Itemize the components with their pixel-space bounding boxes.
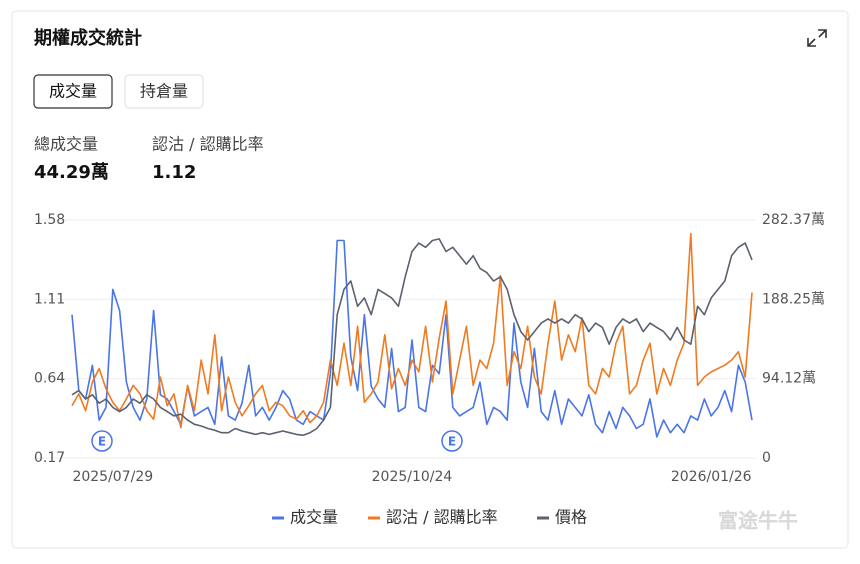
event-label: E — [98, 435, 106, 449]
expand-icon[interactable] — [807, 29, 827, 47]
y2-tick-label: 94.12萬 — [762, 371, 816, 387]
tab-active[interactable] — [33, 74, 113, 109]
stat-label: 總成交量 — [34, 135, 98, 154]
stat-label: 認沽 / 認購比率 — [152, 135, 264, 154]
stat-value: 1.12 — [152, 162, 196, 183]
y-tick-label: 1.58 — [34, 212, 65, 228]
y-tick-label: 1.11 — [34, 291, 65, 307]
x-tick-label: 2025/07/29 — [72, 469, 153, 485]
legend-label: 認沽 / 認購比率 — [386, 508, 498, 527]
legend-label: 價格 — [555, 508, 587, 527]
y2-tick-label: 282.37萬 — [762, 212, 825, 228]
legend-label: 成交量 — [290, 508, 338, 527]
event-marker — [91, 430, 113, 452]
card — [11, 10, 849, 549]
y2-tick-label: 188.25萬 — [762, 291, 825, 307]
tab-label[interactable]: 成交量 — [49, 82, 97, 101]
tab[interactable] — [124, 74, 204, 109]
watermark: 富途牛牛 — [718, 509, 798, 533]
tab-label[interactable]: 持倉量 — [140, 82, 188, 101]
y2-tick-label: 0 — [762, 450, 771, 466]
stat-value: 44.29萬 — [34, 162, 109, 183]
y-tick-label: 0.17 — [34, 450, 65, 466]
title: 期權成交統計 — [34, 27, 142, 49]
event-label: E — [448, 435, 456, 449]
event-marker — [441, 430, 463, 452]
series-line — [71, 238, 753, 436]
series-line — [71, 232, 753, 429]
y-tick-label: 0.64 — [34, 371, 65, 387]
x-tick-label: 2025/10/24 — [372, 469, 453, 485]
x-tick-label: 2026/01/26 — [671, 469, 752, 485]
